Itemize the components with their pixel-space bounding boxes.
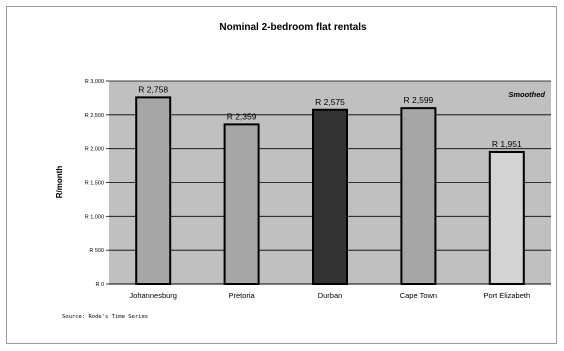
y-tick-label: R 500 (89, 248, 104, 254)
bar-durban (312, 108, 348, 285)
y-axis-ticks: R 0 R 500 R 1,000 R 1,500 R 2,000 R 2,500 R 3,… (85, 79, 109, 288)
y-tick-label: R 2,500 (85, 113, 104, 119)
y-axis-label: R/month (55, 166, 64, 199)
x-tick-label: Durban (318, 291, 343, 300)
y-tick-label: R 1,000 (85, 214, 104, 220)
y-tick-label: R 1,500 (85, 181, 104, 187)
source-note: Source: Rode's Time Series (62, 314, 148, 320)
bar-pretoria (223, 123, 260, 286)
y-tick-label: R 2,000 (85, 147, 104, 153)
data-label: R 1,951 (492, 139, 522, 149)
smoothed-badge: Smoothed (508, 90, 545, 99)
x-tick-label: Johannesburg (129, 291, 177, 300)
data-label: R 2,758 (138, 84, 168, 94)
y-tick-label: R 0 (95, 282, 104, 288)
x-tick-label: Port Elizabeth (483, 291, 530, 300)
bar-port-elizabeth (488, 150, 525, 285)
data-labels: R 2,758 R 2,359 R 2,575 R 2,599 R 1,951 (138, 84, 522, 149)
bar-johannesburg (135, 96, 172, 285)
y-tick-label: R 3,000 (85, 79, 104, 85)
chart-title: Nominal 2-bedroom flat rentals (219, 22, 367, 33)
data-label: R 2,599 (404, 95, 434, 105)
x-axis-ticks: Johannesburg Pretoria Durban Cape Town Port … (129, 291, 530, 300)
bar-cape-town (400, 107, 437, 285)
x-tick-label: Cape Town (400, 291, 437, 300)
data-label: R 2,575 (315, 97, 345, 107)
bars (135, 96, 525, 286)
data-label: R 2,359 (227, 111, 257, 121)
x-tick-label: Pretoria (228, 291, 255, 300)
